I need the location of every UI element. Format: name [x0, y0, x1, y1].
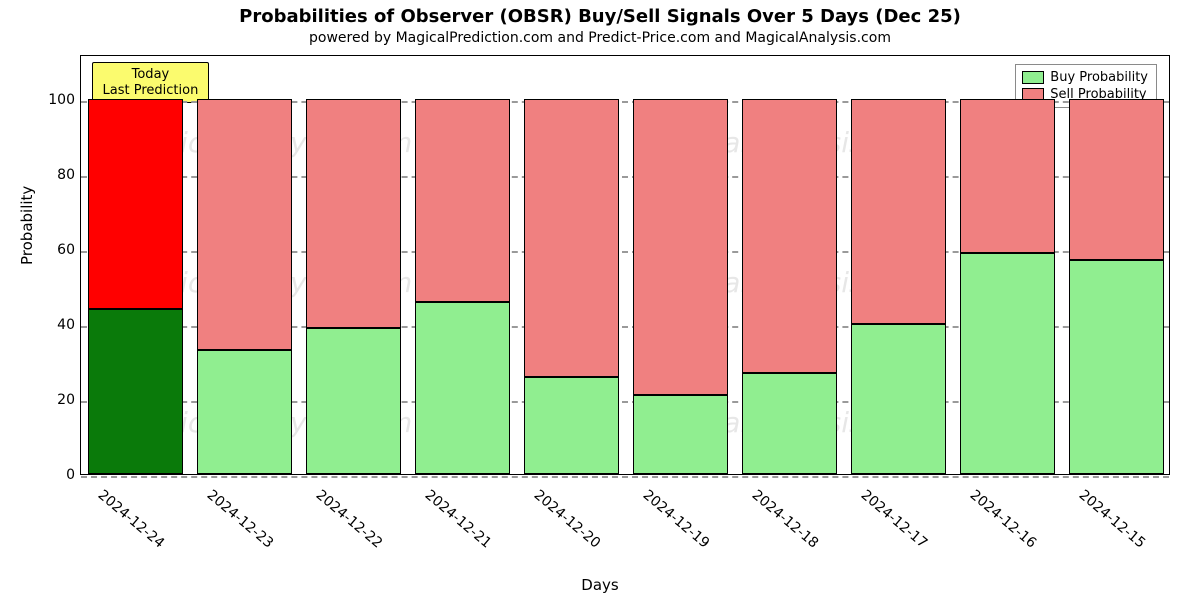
bar-group [742, 56, 838, 474]
x-tick-label: 2024-12-19 [639, 487, 712, 552]
x-tick-label: 2024-12-16 [966, 487, 1039, 552]
y-tick-label: 40 [35, 317, 75, 333]
bar-buy [633, 395, 729, 474]
bar-buy [415, 302, 511, 475]
bar-sell [524, 99, 620, 377]
bar-buy [524, 377, 620, 475]
bar-buy [306, 328, 402, 474]
bar-group [633, 56, 729, 474]
bar-buy [960, 253, 1056, 474]
y-axis-label: Probability [18, 186, 36, 265]
y-tick-label: 60 [35, 242, 75, 258]
x-axis-label: Days [0, 576, 1200, 594]
x-tick-label: 2024-12-24 [94, 487, 167, 552]
bar-sell [88, 99, 184, 309]
y-tick-label: 0 [35, 467, 75, 483]
bar-group [524, 56, 620, 474]
bar-sell [742, 99, 838, 373]
bar-buy [851, 324, 947, 474]
x-tick-label: 2024-12-15 [1075, 487, 1148, 552]
grid-line [81, 476, 1169, 478]
chart-container: Probabilities of Observer (OBSR) Buy/Sel… [0, 0, 1200, 600]
bar-sell [851, 99, 947, 324]
bar-sell [306, 99, 402, 328]
bar-sell [1069, 99, 1165, 260]
bar-group [306, 56, 402, 474]
bar-sell [415, 99, 511, 302]
bar-sell [633, 99, 729, 395]
bar-group [1069, 56, 1165, 474]
chart-subtitle: powered by MagicalPrediction.com and Pre… [0, 30, 1200, 46]
bar-sell [960, 99, 1056, 253]
chart-title: Probabilities of Observer (OBSR) Buy/Sel… [0, 6, 1200, 27]
x-tick-label: 2024-12-17 [857, 487, 930, 552]
bar-group [197, 56, 293, 474]
bar-group [415, 56, 511, 474]
plot-area: MagicalAnalysis.com MagicalAnalysis.com … [80, 55, 1170, 475]
x-tick-label: 2024-12-21 [421, 487, 494, 552]
x-tick-label: 2024-12-20 [530, 487, 603, 552]
bar-buy [88, 309, 184, 474]
bar-buy [742, 373, 838, 474]
y-tick-label: 80 [35, 167, 75, 183]
bar-buy [1069, 260, 1165, 474]
bar-sell [197, 99, 293, 350]
bar-group [960, 56, 1056, 474]
y-tick-label: 20 [35, 392, 75, 408]
bar-buy [197, 350, 293, 474]
bar-group [851, 56, 947, 474]
x-tick-label: 2024-12-18 [748, 487, 821, 552]
y-tick-label: 100 [35, 92, 75, 108]
x-tick-label: 2024-12-22 [312, 487, 385, 552]
x-tick-label: 2024-12-23 [203, 487, 276, 552]
bar-group [88, 56, 184, 474]
